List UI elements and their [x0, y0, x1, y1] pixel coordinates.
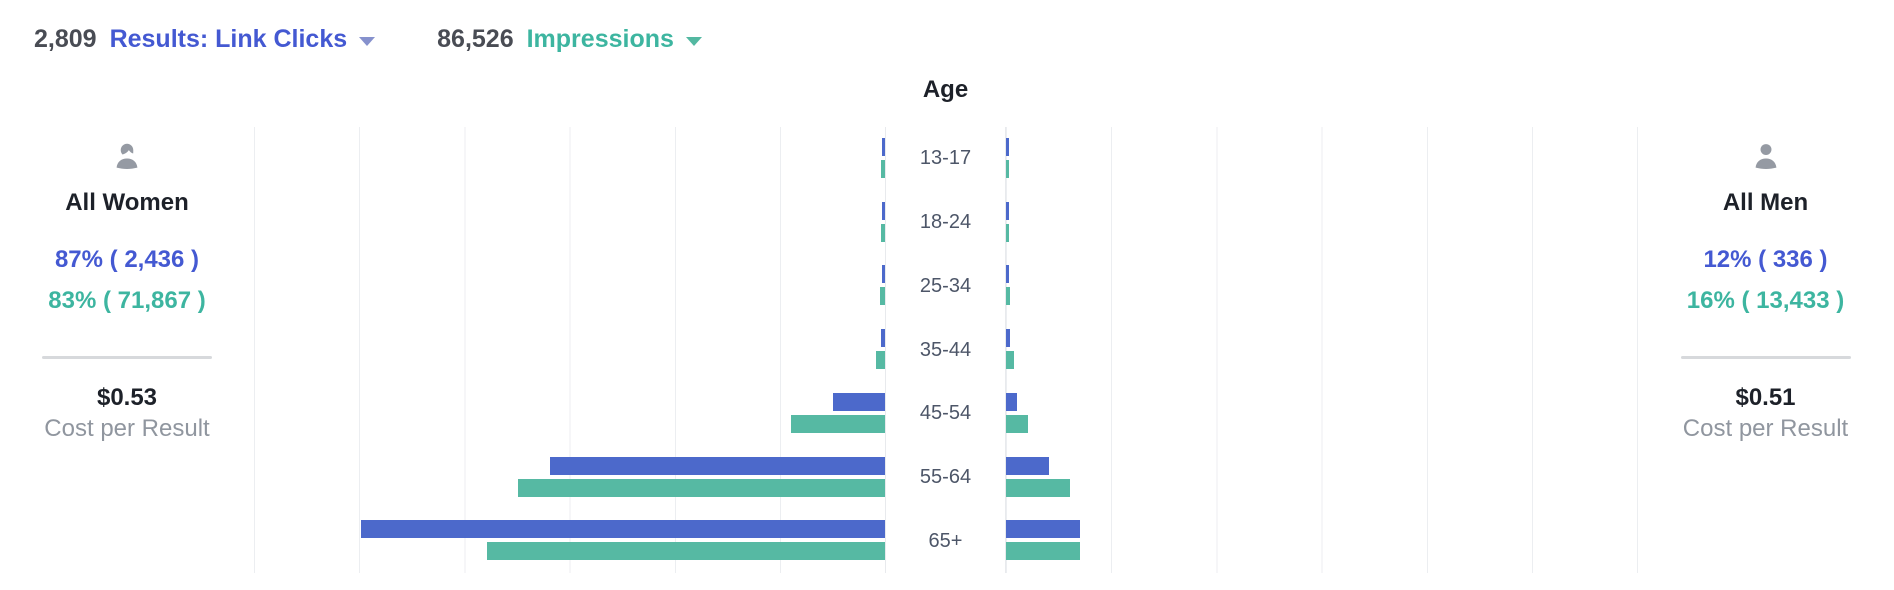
bar-women-results [361, 520, 885, 539]
men-panel-title: All Men [1722, 189, 1809, 216]
bar-women-impressions [881, 160, 885, 178]
men-results-share: 12% ( 336 ) [1703, 246, 1828, 273]
age-label: 35-44 [919, 338, 972, 361]
results-metric-label: Results: Link Clicks [109, 25, 348, 53]
panel-divider [0, 346, 254, 364]
age-band: 65+ [885, 509, 1006, 574]
impressions-metric-label: Impressions [526, 25, 674, 53]
age-row-35-44: 35-44 [254, 318, 1637, 382]
women-results-share: 87% ( 2,436 ) [54, 246, 200, 273]
results-metric-selector[interactable]: Results: Link Clicks [97, 24, 376, 54]
bar-men-results [1006, 456, 1049, 475]
age-label: 18-24 [919, 211, 972, 234]
age-band: 18-24 [885, 190, 1006, 255]
bar-men-impressions [1006, 542, 1080, 561]
bar-men-impressions [1006, 478, 1070, 497]
age-row-25-34: 25-34 [254, 254, 1637, 319]
bar-women-impressions [876, 351, 885, 370]
bar-women-results [833, 392, 885, 411]
age-axis-title: Age [922, 76, 969, 103]
chevron-down-icon [685, 36, 702, 46]
age-label: 25-34 [919, 274, 972, 297]
bar-men-impressions [1006, 351, 1014, 370]
bar-men-impressions [1006, 160, 1009, 178]
women-cost-value: $0.53 [96, 384, 158, 411]
bar-women-results [882, 201, 885, 220]
bar-women-results [881, 329, 885, 348]
age-band: 25-34 [885, 254, 1006, 319]
bar-men-results [1006, 138, 1009, 156]
gridlines-left [254, 127, 885, 573]
bar-men-results [1006, 329, 1010, 348]
bar-women-impressions [791, 414, 885, 433]
age-label: 45-54 [919, 402, 972, 425]
bar-women-impressions [881, 223, 885, 242]
bar-men-impressions [1006, 414, 1028, 433]
chevron-down-icon [359, 36, 376, 46]
bar-women-impressions [880, 287, 885, 306]
age-row-65-plus: 65+ [254, 509, 1637, 574]
age-row-13-17: 13-17 [254, 127, 1637, 191]
results-value: 2,809 [34, 25, 97, 53]
age-band: 55-64 [885, 445, 1006, 510]
age-label: 55-64 [919, 465, 972, 488]
age-row-55-64: 55-64 [254, 445, 1637, 510]
bar-women-results [882, 138, 885, 156]
age-band: 13-17 [885, 127, 1006, 191]
bar-men-results [1006, 201, 1009, 220]
bar-women-impressions [487, 542, 885, 561]
bar-women-results [882, 265, 885, 284]
bar-men-impressions [1006, 223, 1009, 242]
man-icon [1637, 141, 1894, 182]
women-summary-panel: All Women 87% ( 2,436 ) 83% ( 71,867 ) $… [0, 127, 254, 573]
age-row-45-54: 45-54 [254, 381, 1637, 446]
age-gender-pyramid-chart: 13-17 18-24 [254, 127, 1638, 574]
bar-men-results [1006, 265, 1009, 284]
men-cost-label: Cost per Result [1682, 415, 1849, 442]
age-row-18-24: 18-24 [254, 190, 1637, 255]
age-label: 13-17 [919, 147, 972, 170]
women-cost-label: Cost per Result [44, 415, 210, 442]
age-band: 45-54 [885, 381, 1006, 446]
bar-women-impressions [518, 478, 885, 497]
gridlines-right [1006, 127, 1638, 573]
impressions-value: 86,526 [437, 25, 514, 53]
chart-rows: 13-17 18-24 [254, 127, 1637, 574]
men-cost-value: $0.51 [1735, 384, 1796, 411]
panel-divider [1637, 346, 1894, 364]
women-panel-title: All Women [65, 189, 189, 216]
age-label: 65+ [928, 529, 963, 552]
bar-women-results [550, 456, 885, 475]
women-impressions-share: 83% ( 71,867 ) [48, 287, 206, 314]
impressions-metric-selector[interactable]: Impressions [514, 24, 702, 54]
metrics-header: 2,809 Results: Link Clicks 86,526 Impres… [34, 24, 702, 54]
men-impressions-share: 16% ( 13,433 ) [1686, 287, 1845, 314]
bar-men-results [1006, 520, 1080, 539]
age-band: 35-44 [885, 318, 1006, 382]
bar-men-impressions [1006, 287, 1010, 306]
woman-icon [0, 141, 254, 182]
bar-men-results [1006, 392, 1017, 411]
men-summary-panel: All Men 12% ( 336 ) 16% ( 13,433 ) $0.51… [1637, 127, 1894, 573]
